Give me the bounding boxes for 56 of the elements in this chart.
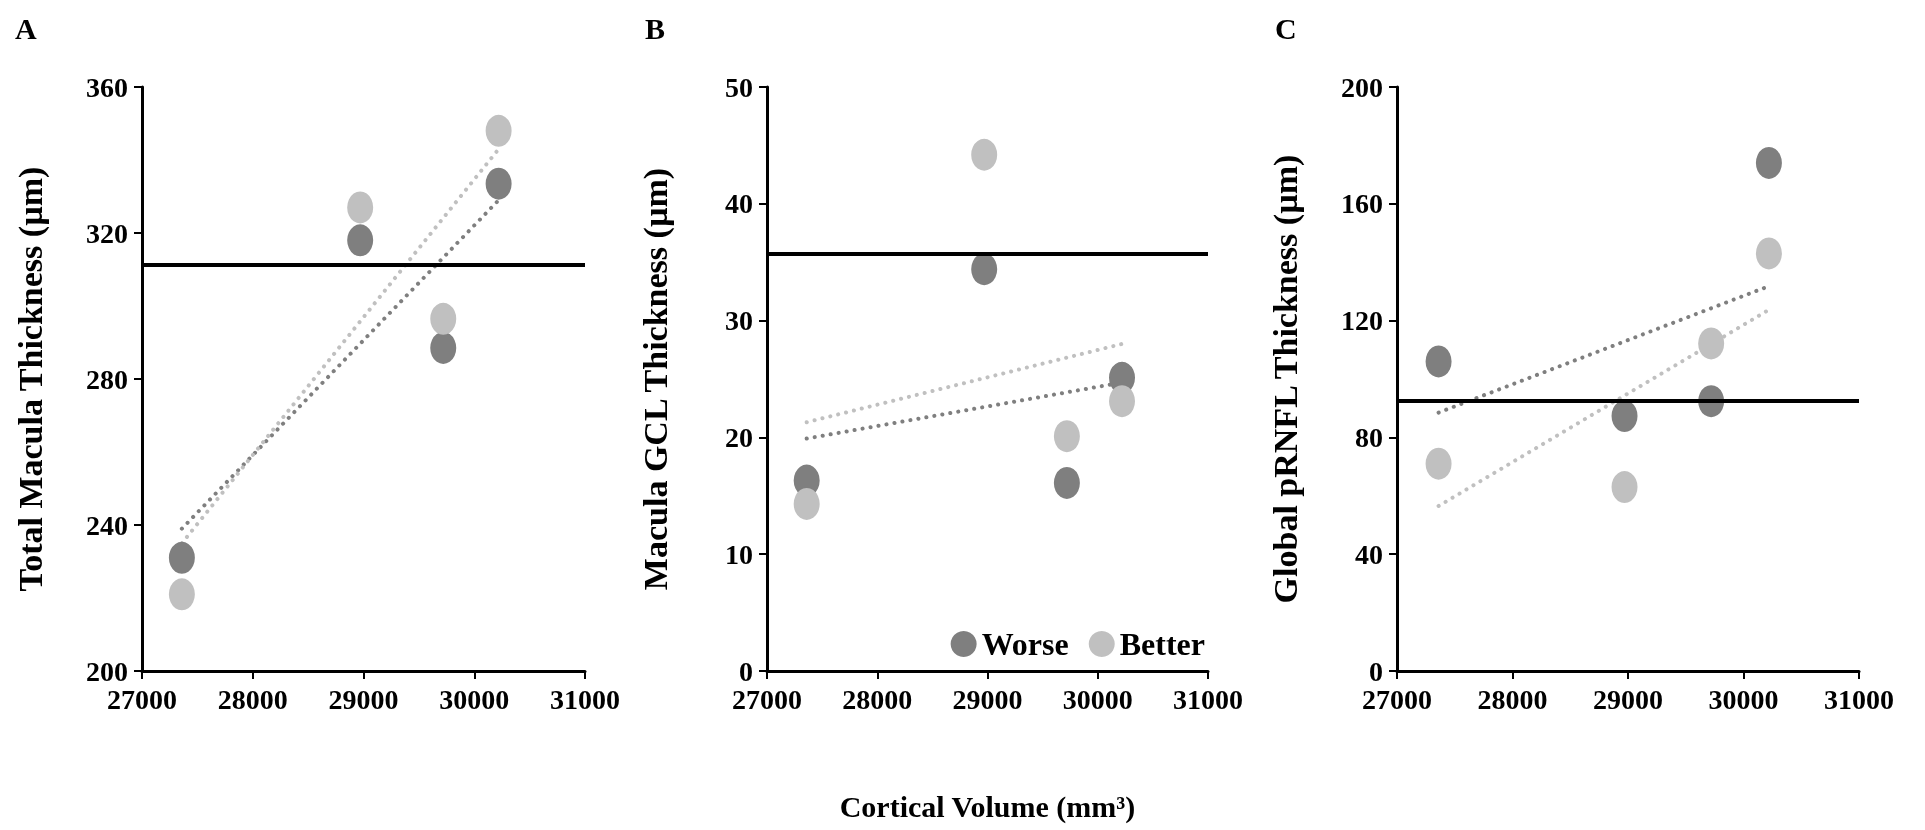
y-tick-label: 40 — [725, 188, 753, 220]
y-tick-label: 50 — [725, 71, 753, 103]
x-axis-title: Cortical Volume (mm³) — [839, 789, 1136, 824]
y-tick-label: 280 — [86, 363, 128, 395]
legend-label: Worse — [981, 626, 1069, 662]
chart-title: C — [1275, 11, 1297, 45]
point — [1425, 345, 1452, 378]
x-tick-label: 31000 — [1824, 683, 1894, 715]
y-tick-label: 20 — [725, 421, 753, 453]
y-tick-label: 360 — [86, 71, 128, 103]
x-tick-label: 29000 — [952, 683, 1023, 715]
point — [168, 578, 195, 611]
y-tick-label: 320 — [86, 217, 128, 249]
y-tick-label: 40 — [1355, 538, 1383, 570]
x-tick-label: 28000 — [217, 683, 288, 715]
point — [347, 191, 374, 224]
x-tick-label: 29000 — [328, 683, 399, 715]
y-tick-label: 120 — [1341, 305, 1383, 337]
chart-title: B — [645, 11, 666, 45]
x-tick-label: 30000 — [1062, 683, 1133, 715]
x-tick-label: 31000 — [550, 683, 620, 715]
point — [971, 253, 998, 286]
point — [168, 541, 195, 574]
x-tick-label: 30000 — [1708, 683, 1779, 715]
x-tick-label: 28000 — [842, 683, 913, 715]
x-tick-label: 29000 — [1593, 683, 1663, 715]
y-tick-label: 10 — [725, 538, 753, 570]
y-tick-label: 80 — [1355, 421, 1383, 453]
x-tick-label: 31000 — [1173, 683, 1243, 715]
y-tick-label: 160 — [1341, 188, 1383, 220]
point — [430, 331, 457, 364]
point — [347, 224, 374, 257]
point — [430, 302, 457, 335]
y-tick-label: 240 — [86, 509, 128, 541]
point — [1755, 146, 1782, 179]
x-tick-label: 30000 — [439, 683, 510, 715]
point — [1698, 327, 1725, 360]
point — [971, 138, 998, 171]
y-tick-label: 30 — [725, 305, 753, 337]
chart-title: A — [15, 11, 37, 45]
point — [1611, 400, 1638, 433]
x-tick-label: 28000 — [1477, 683, 1548, 715]
legend-label: Better — [1119, 626, 1205, 662]
y-axis-title: Total Macula Thickness (µm) — [11, 166, 50, 592]
y-axis-title: Macula GCL Thickness (µm) — [636, 167, 675, 591]
y-axis-title: Global pRNFL Thickness (µm) — [1266, 154, 1305, 604]
point — [1109, 385, 1136, 418]
point — [1053, 420, 1080, 453]
point — [1425, 447, 1452, 480]
point — [485, 167, 512, 200]
point — [793, 487, 820, 520]
point — [485, 114, 512, 147]
point — [1053, 466, 1080, 499]
point — [1611, 471, 1638, 504]
point — [1755, 237, 1782, 270]
y-tick-label: 200 — [1341, 71, 1383, 103]
